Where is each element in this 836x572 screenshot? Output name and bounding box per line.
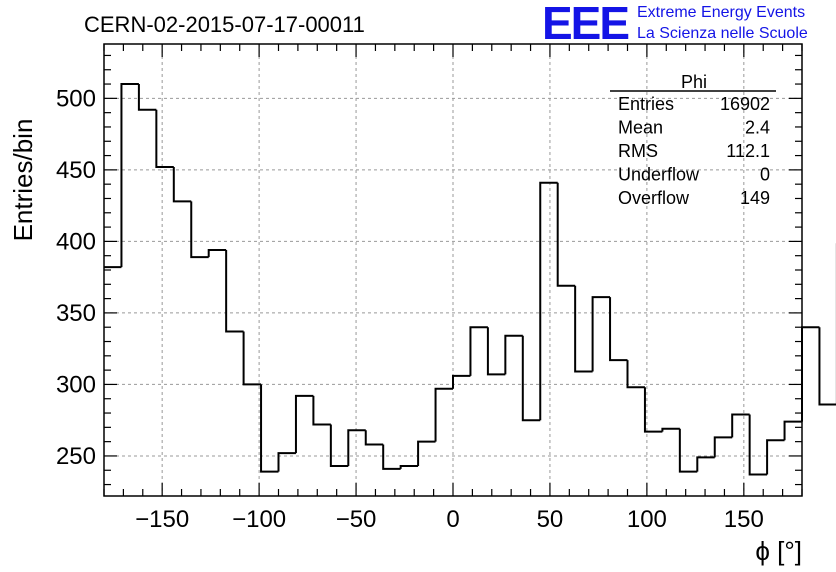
histogram-bin <box>347 429 366 466</box>
x-tick-label: −150 <box>135 506 189 533</box>
axis-ticks <box>103 44 803 496</box>
histogram-bin <box>172 167 192 203</box>
histogram-bin <box>643 387 663 433</box>
histogram-bin <box>818 327 836 406</box>
histogram-bin <box>678 428 698 473</box>
histogram-bin <box>329 424 349 467</box>
stats-box: Phi Entries 16902 Mean 2.4 RMS 112.1 Underflow… <box>610 72 776 208</box>
histogram-bin <box>312 395 331 426</box>
stats-row-label: Mean <box>618 118 663 138</box>
histogram-bin <box>364 430 384 446</box>
histogram-bin <box>766 439 785 475</box>
logo-line-2: La Scienza nelle Scuole <box>637 25 808 42</box>
stats-row-value: 0 <box>760 165 770 185</box>
logo-line-1: Extreme Energy Events <box>637 4 806 21</box>
histogram-bin <box>713 436 733 458</box>
histogram-bin <box>225 249 244 333</box>
histogram-bin <box>434 387 453 442</box>
histogram-bin <box>626 360 645 389</box>
histogram-bin <box>399 464 419 469</box>
histogram-bin <box>137 84 157 111</box>
x-tick-label: −100 <box>232 506 286 533</box>
histogram-bin <box>242 331 262 386</box>
eee-logo: EEE <box>542 0 630 49</box>
tick-labels: −150 −100 −50 0 50 100 150 250 300 350 400 450 500 <box>56 85 764 533</box>
y-tick-label: 300 <box>56 371 96 398</box>
x-tick-label: 150 <box>724 506 764 533</box>
histogram-bin <box>452 374 471 389</box>
histogram-bars <box>104 83 836 476</box>
stats-row-label: RMS <box>618 141 658 161</box>
histogram-bin <box>294 394 314 454</box>
stats-title: Phi <box>681 72 707 92</box>
histogram-bin <box>277 452 296 472</box>
histogram-bin <box>801 326 820 422</box>
y-axis-label: Entries/bin <box>8 119 38 242</box>
x-tick-label: −50 <box>336 506 377 533</box>
grid-lines <box>104 44 802 496</box>
stats-row-value: 149 <box>740 188 770 208</box>
x-tick-label: 100 <box>627 506 667 533</box>
histogram-bin <box>504 334 523 375</box>
y-tick-label: 400 <box>56 228 96 255</box>
y-tick-label: 250 <box>56 443 96 470</box>
histogram-bin <box>155 109 174 169</box>
histogram-bin <box>731 413 750 438</box>
chart-title: CERN-02-2015-07-17-00011 <box>84 12 365 37</box>
histogram-bin <box>556 182 576 287</box>
histogram-bin <box>190 201 209 259</box>
histogram-bin <box>661 427 680 432</box>
histogram-bin <box>260 384 279 473</box>
x-axis-label: ϕ [°] <box>755 536 802 566</box>
histogram-bin <box>382 444 401 470</box>
stats-row-label: Underflow <box>618 165 700 185</box>
histogram-bin <box>609 297 628 362</box>
histogram-bin <box>748 414 768 476</box>
histogram-bin <box>521 335 541 422</box>
histogram-bin <box>591 296 611 372</box>
histogram-bin <box>696 456 715 472</box>
histogram-bin <box>207 248 227 258</box>
stats-row-value: 2.4 <box>745 118 770 138</box>
histogram-bin <box>120 83 139 268</box>
stats-row-value: 16902 <box>720 94 770 114</box>
histogram-bin <box>486 327 506 376</box>
y-tick-label: 350 <box>56 300 96 327</box>
stats-row-label: Overflow <box>618 188 690 208</box>
histogram-bin <box>417 440 436 466</box>
histogram-bin <box>539 181 558 421</box>
x-tick-label: 50 <box>537 506 564 533</box>
histogram-bin <box>783 420 802 441</box>
histogram-bin <box>574 285 593 373</box>
x-tick-label: 0 <box>446 506 459 533</box>
stats-rows: Entries 16902 Mean 2.4 RMS 112.1 Underflow 0 Ove… <box>618 94 770 208</box>
stats-row-label: Entries <box>618 94 674 114</box>
y-tick-label: 500 <box>56 85 96 112</box>
y-tick-label: 450 <box>56 157 96 184</box>
stats-row-value: 112.1 <box>726 141 770 161</box>
histogram-bin <box>469 326 488 376</box>
